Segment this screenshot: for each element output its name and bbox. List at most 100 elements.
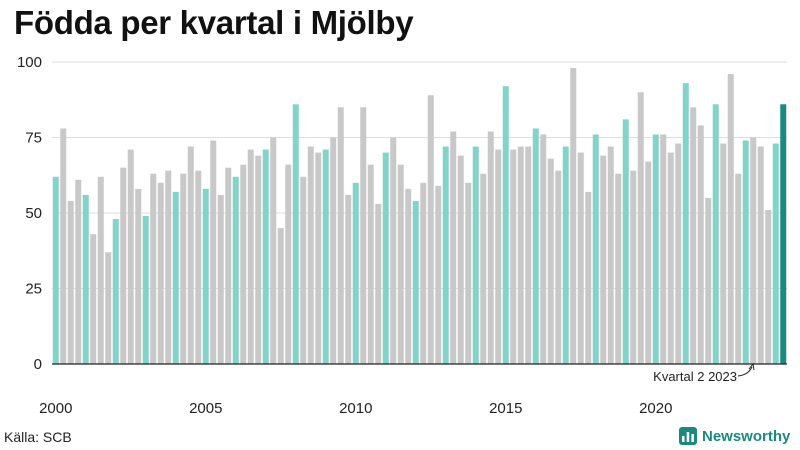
- bar: [435, 185, 442, 364]
- bar: [82, 194, 89, 364]
- bar: [712, 104, 719, 364]
- bar: [255, 155, 262, 364]
- x-tick-label: 2010: [339, 400, 372, 417]
- bar: [322, 149, 329, 364]
- bar: [622, 119, 629, 364]
- bar: [240, 164, 247, 364]
- bar: [457, 155, 464, 364]
- bar: [112, 219, 119, 364]
- bar: [637, 92, 644, 364]
- bar: [660, 134, 667, 364]
- bar: [480, 173, 487, 364]
- bar: [187, 146, 194, 364]
- bar: [735, 173, 742, 364]
- bar: [667, 152, 674, 364]
- bar: [495, 149, 502, 364]
- bar: [195, 170, 202, 364]
- bar: [675, 143, 682, 364]
- bar: [60, 128, 67, 364]
- bar: [157, 182, 164, 364]
- y-tick-label: 25: [25, 281, 42, 298]
- bar: [150, 173, 157, 364]
- bar: [540, 134, 547, 364]
- bar: [442, 146, 449, 364]
- source-label: Källa: SCB: [4, 429, 72, 445]
- x-tick-label: 2020: [639, 400, 672, 417]
- bar: [307, 146, 314, 364]
- bar: [367, 164, 374, 364]
- bar: [645, 161, 652, 364]
- bar: [720, 143, 727, 364]
- bar: [577, 152, 584, 364]
- bar: [607, 146, 614, 364]
- bar: [135, 188, 142, 364]
- bar: [352, 182, 359, 364]
- bar: [690, 107, 697, 365]
- bar: [517, 146, 524, 364]
- bar: [615, 173, 622, 364]
- annotation: Kvartal 2 2023: [653, 362, 755, 384]
- bar: [750, 137, 757, 364]
- y-tick-label: 0: [34, 356, 42, 373]
- y-tick-label: 75: [25, 130, 42, 147]
- bar: [465, 182, 472, 364]
- bar: [75, 179, 82, 364]
- brand-logo: Newsworthy: [679, 427, 790, 445]
- bar: [277, 228, 284, 364]
- annotation-arrowhead: [748, 362, 755, 371]
- bar: [630, 170, 637, 364]
- bar: [592, 134, 599, 364]
- bar: [547, 158, 554, 364]
- y-tick-label: 50: [25, 205, 42, 222]
- bar: [52, 176, 59, 364]
- brand-name: Newsworthy: [702, 427, 791, 445]
- bar: [420, 182, 427, 364]
- bar: [555, 170, 562, 364]
- newsworthy-logo-icon: [679, 427, 697, 445]
- bar: [345, 194, 352, 364]
- x-tick-label: 2015: [489, 400, 522, 417]
- bar: [180, 173, 187, 364]
- bar: [600, 155, 607, 364]
- bar: [210, 140, 217, 364]
- bar: [487, 131, 494, 364]
- x-tick-label: 2005: [189, 400, 222, 417]
- bar: [765, 209, 772, 364]
- bar: [570, 68, 577, 364]
- bar: [382, 152, 389, 364]
- bar: [397, 164, 404, 364]
- bar: [427, 95, 434, 364]
- bar: [232, 176, 239, 364]
- bar: [172, 191, 179, 364]
- bar: [412, 200, 419, 364]
- bar: [705, 197, 712, 364]
- bar: [727, 74, 734, 364]
- bar: [105, 252, 112, 364]
- bar: [585, 191, 592, 364]
- bar: [360, 107, 367, 365]
- bar: [337, 107, 344, 365]
- bar: [450, 131, 457, 364]
- bar: [300, 176, 307, 364]
- bar: [262, 149, 269, 364]
- bar: [315, 152, 322, 364]
- bar: [202, 188, 209, 364]
- bar: [525, 146, 532, 364]
- bar: [780, 104, 787, 364]
- bar: [97, 176, 104, 364]
- bar: [285, 164, 292, 364]
- bar: [330, 137, 337, 364]
- bar: [292, 104, 299, 364]
- bar: [247, 149, 254, 364]
- bar: [165, 170, 172, 364]
- bar: [67, 200, 74, 364]
- y-tick-label: 100: [17, 54, 42, 71]
- bar: [472, 146, 479, 364]
- bar: [225, 167, 232, 364]
- bar: [502, 86, 509, 364]
- bar: [510, 149, 517, 364]
- bar: [532, 128, 539, 364]
- bar: [652, 134, 659, 364]
- annotation-arrow: [737, 366, 753, 377]
- bar: [772, 143, 779, 364]
